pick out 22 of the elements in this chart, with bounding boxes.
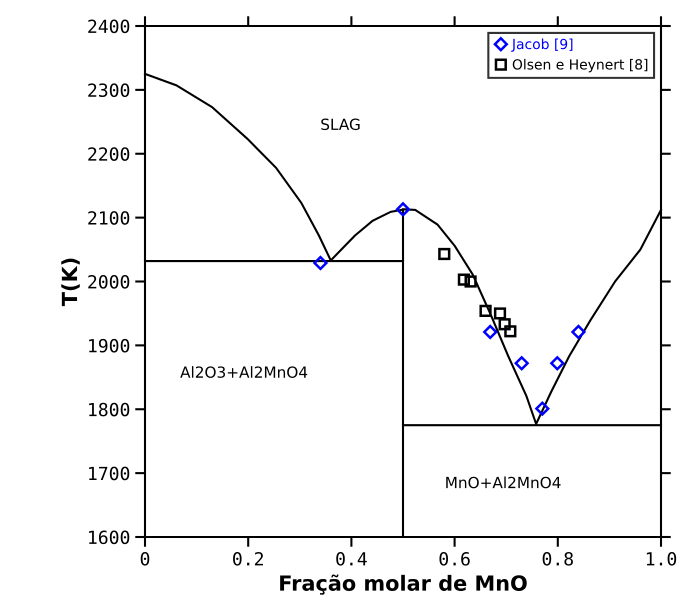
y-tick-label: 2400 (88, 20, 130, 34)
annotation: SLAG (321, 118, 360, 130)
y-tick-label: 1800 (89, 402, 130, 416)
y-tick-label: 1700 (89, 466, 130, 480)
y-axis-title: T(K) (61, 258, 80, 306)
x-tick-label: 0 (140, 552, 150, 566)
x-tick-label: 0.6 (439, 552, 470, 566)
x-tick-label: 0.4 (336, 552, 367, 566)
x-tick-label: 0.8 (542, 552, 573, 566)
y-tick-label: 2000 (88, 275, 130, 289)
annotation: Al2O3+Al2MnO4 (180, 366, 308, 378)
y-tick-label: 1600 (89, 530, 130, 544)
y-tick-label: 1900 (89, 338, 130, 353)
y-tick-label: 2100 (88, 211, 130, 225)
x-tick-label: 1.0 (646, 552, 676, 566)
y-tick-label: 2200 (88, 147, 130, 161)
legend-label: Jacob [9] (511, 38, 572, 52)
y-tick-label: 2300 (88, 83, 130, 98)
annotation: MnO+Al2MnO4 (446, 476, 561, 488)
legend-label: Olsen e Heynert [8] (512, 58, 648, 72)
x-axis-title: Fração molar de MnO (280, 574, 527, 595)
x-tick-label: 0.2 (233, 552, 263, 566)
